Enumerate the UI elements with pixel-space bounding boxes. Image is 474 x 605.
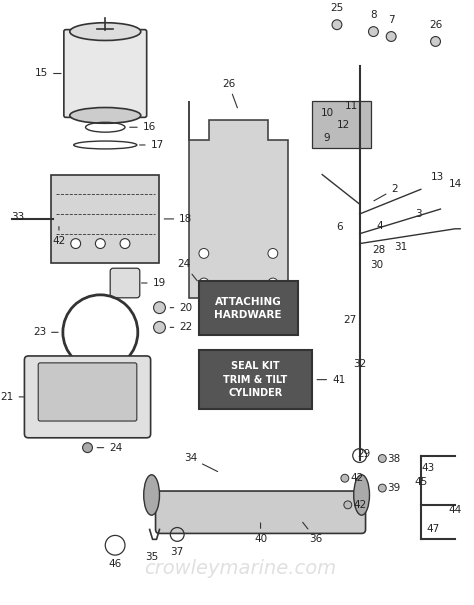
Text: 3: 3 [416,209,422,219]
FancyBboxPatch shape [110,268,140,298]
Text: 8: 8 [370,10,377,20]
Bar [51,175,159,263]
Circle shape [368,27,378,36]
FancyBboxPatch shape [155,491,365,534]
Text: crowleymarine.com: crowleymarine.com [144,560,337,578]
Text: 42: 42 [52,227,65,246]
FancyBboxPatch shape [25,356,151,438]
Bar [312,100,372,148]
FancyBboxPatch shape [199,350,312,409]
Text: 14: 14 [449,180,462,189]
Circle shape [199,249,209,258]
Text: ATTACHING
HARDWARE: ATTACHING HARDWARE [214,296,282,320]
Text: 23: 23 [33,327,58,338]
Text: 46: 46 [109,559,122,569]
Circle shape [268,278,278,288]
Text: 26: 26 [429,19,442,30]
Text: 34: 34 [184,453,218,471]
Text: 10: 10 [320,108,334,119]
Circle shape [154,302,165,313]
Ellipse shape [70,23,141,41]
Circle shape [154,321,165,333]
Text: 7: 7 [388,15,394,25]
Text: 44: 44 [449,505,462,515]
Ellipse shape [144,475,159,515]
FancyBboxPatch shape [64,30,146,117]
Text: 29: 29 [357,448,370,459]
Text: 31: 31 [394,241,408,252]
Text: 42: 42 [350,473,363,483]
Circle shape [341,474,349,482]
Text: 33: 33 [11,212,25,222]
Text: 17: 17 [139,140,164,150]
Circle shape [199,278,209,288]
Text: 4: 4 [376,221,383,231]
Text: 21: 21 [0,392,24,402]
Text: 27: 27 [343,315,356,325]
Text: 24: 24 [97,443,122,453]
Text: 15: 15 [35,68,61,79]
Text: 37: 37 [171,548,184,557]
Circle shape [332,20,342,30]
Text: 19: 19 [142,278,166,288]
Text: SEAL KIT
TRIM & TILT
CYLINDER: SEAL KIT TRIM & TILT CYLINDER [224,361,288,398]
Text: 2: 2 [374,185,398,201]
Text: 13: 13 [431,172,444,182]
FancyBboxPatch shape [38,363,137,421]
Circle shape [95,238,105,249]
Text: 47: 47 [426,525,439,534]
Circle shape [430,36,440,47]
Text: 20: 20 [170,302,192,313]
Circle shape [378,454,386,462]
Text: 25: 25 [330,3,344,13]
Text: 45: 45 [414,477,428,487]
Ellipse shape [70,108,141,123]
Circle shape [120,238,130,249]
Circle shape [344,501,352,509]
FancyBboxPatch shape [199,281,298,335]
Text: 43: 43 [421,463,434,473]
Text: 22: 22 [170,322,192,332]
Text: 30: 30 [370,260,383,270]
Text: 6: 6 [337,222,343,232]
Text: 24: 24 [178,259,197,281]
Circle shape [386,31,396,42]
Text: 39: 39 [388,483,401,493]
Ellipse shape [354,475,370,515]
Text: 32: 32 [353,359,366,369]
Circle shape [378,484,386,492]
Polygon shape [189,100,288,298]
Text: 41: 41 [317,374,345,385]
Text: 35: 35 [145,552,158,562]
Text: 28: 28 [373,246,386,255]
Text: 38: 38 [388,454,401,463]
Circle shape [268,249,278,258]
Circle shape [82,443,92,453]
Circle shape [71,238,81,249]
Text: 26: 26 [222,79,237,108]
Text: 40: 40 [254,523,267,544]
Text: 9: 9 [324,133,330,143]
Text: 42: 42 [353,500,366,510]
Text: 12: 12 [337,120,350,130]
Text: 36: 36 [303,522,322,544]
Text: 18: 18 [164,214,192,224]
Text: 16: 16 [130,122,156,132]
Text: 11: 11 [345,100,358,111]
